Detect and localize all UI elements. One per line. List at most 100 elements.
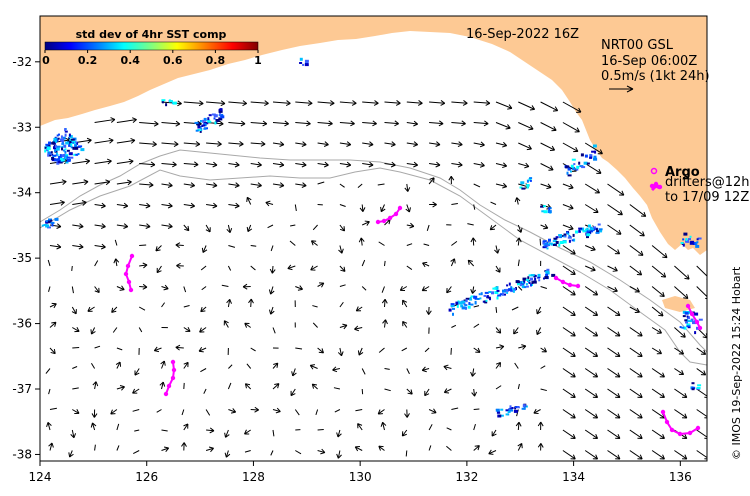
current-arrowhead <box>155 246 161 252</box>
sst-speckle <box>534 274 537 277</box>
current-arrow <box>584 409 598 419</box>
current-arrowhead <box>446 288 452 294</box>
current-arrowhead <box>684 274 690 280</box>
current-arrow <box>317 101 335 104</box>
current-arrow <box>228 183 240 187</box>
current-arrowhead <box>513 329 519 335</box>
current-arrow <box>540 142 555 151</box>
sst-speckle <box>572 233 575 237</box>
sst-speckle <box>458 301 463 305</box>
current-arrowhead <box>301 141 307 147</box>
sst-speckle <box>596 230 601 233</box>
sst-speckle <box>478 293 481 296</box>
sst-speckle <box>510 289 515 293</box>
current-arrowhead <box>682 433 688 439</box>
current-arrow <box>161 204 173 207</box>
current-arrow <box>361 221 370 226</box>
current-arrow <box>337 429 341 438</box>
current-arrow <box>94 245 106 248</box>
sst-speckle <box>51 141 55 144</box>
current-arrow <box>585 245 596 251</box>
current-arrow <box>424 347 430 353</box>
current-arrowhead <box>310 240 317 246</box>
sst-speckle <box>563 235 566 238</box>
sst-speckle <box>500 408 504 411</box>
current-arrow <box>426 224 430 231</box>
current-arrow <box>362 122 377 125</box>
sst-speckle <box>575 230 578 234</box>
current-arrow <box>562 347 576 357</box>
sst-speckle <box>548 242 553 245</box>
current-arrowhead <box>220 100 226 107</box>
current-arrowhead <box>574 127 580 133</box>
current-arrow <box>183 327 191 332</box>
sst-speckle <box>680 242 684 244</box>
current-arrow <box>71 286 74 294</box>
current-arrowhead <box>395 100 401 106</box>
current-arrow <box>518 345 526 349</box>
sst-speckle <box>593 155 597 159</box>
sst-speckle <box>583 161 588 165</box>
current-arrow <box>429 163 441 166</box>
current-arrow <box>562 142 579 152</box>
colorbar-tick-label: 0.8 <box>206 54 226 67</box>
current-arrowhead <box>432 201 437 208</box>
current-arrow <box>488 450 497 455</box>
current-arrow <box>473 323 480 328</box>
sst-speckle <box>59 154 62 158</box>
current-arrow <box>451 122 466 125</box>
sst-speckle <box>465 299 468 303</box>
current-arrow <box>429 101 445 104</box>
drifter-point <box>689 311 695 317</box>
current-arrow <box>183 286 187 293</box>
current-arrow <box>562 388 576 398</box>
current-arrow <box>339 142 351 146</box>
current-arrowhead <box>551 126 557 132</box>
sst-speckle <box>47 153 50 157</box>
sst-speckle <box>567 231 570 235</box>
sst-speckle <box>60 159 65 162</box>
sst-speckle <box>203 117 207 121</box>
sst-speckle <box>214 121 217 125</box>
current-arrowhead <box>526 144 532 151</box>
current-arrowhead <box>329 100 335 106</box>
current-arrow <box>339 301 344 308</box>
current-arrow <box>696 388 707 397</box>
current-arrowhead <box>275 407 281 414</box>
sst-speckle <box>202 124 206 127</box>
current-arrowhead <box>568 204 574 210</box>
current-arrowhead <box>354 325 360 332</box>
current-arrowhead <box>167 223 173 229</box>
current-arrow <box>446 427 452 431</box>
current-arrowhead <box>359 207 366 212</box>
current-arrow <box>451 142 463 146</box>
scale-label: 0.5m/s (1kt 24h) <box>601 69 710 84</box>
current-arrowhead <box>74 327 80 333</box>
current-arrow <box>250 265 256 271</box>
current-arrowhead <box>515 237 522 243</box>
current-arrow <box>139 163 155 166</box>
sst-speckle <box>64 130 68 133</box>
current-arrow <box>406 243 413 246</box>
y-tick-label: -37 <box>12 382 32 396</box>
current-arrowhead <box>660 272 667 278</box>
current-arrow <box>629 306 640 313</box>
sst-speckle <box>570 164 574 168</box>
current-arrow <box>339 284 346 287</box>
sst-speckle <box>522 404 526 408</box>
current-arrow <box>199 327 207 333</box>
sst-speckle <box>586 233 591 237</box>
sst-speckle <box>504 288 509 292</box>
current-arrow <box>467 259 475 267</box>
sst-speckle <box>565 165 570 169</box>
sst-speckle <box>56 154 59 157</box>
current-arrow <box>317 181 325 185</box>
sst-speckle <box>521 285 524 289</box>
current-arrowhead <box>134 370 140 376</box>
sst-speckle <box>559 241 564 244</box>
current-arrowhead <box>638 250 644 256</box>
current-arrow <box>473 388 476 397</box>
current-arrow <box>72 201 87 205</box>
current-arrowhead <box>662 253 668 259</box>
current-arrow <box>161 142 179 145</box>
